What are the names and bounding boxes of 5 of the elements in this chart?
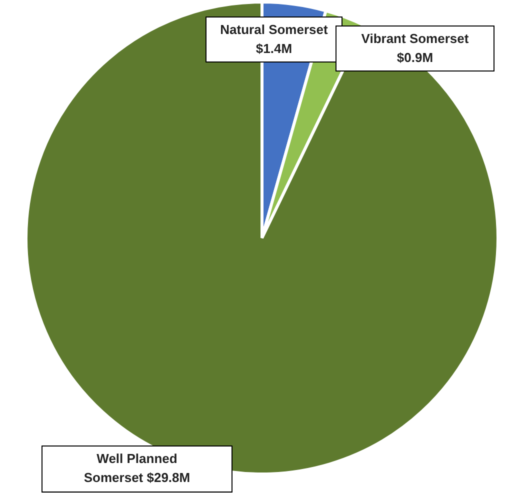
data-label: $1.4M (256, 41, 292, 56)
data-label: $0.9M (396, 50, 434, 65)
slice-label: Natural Somerset (220, 22, 328, 37)
slice-label: Well Planned Somerset $29.8M (84, 451, 190, 485)
slice-label: Vibrant Somerset (361, 31, 470, 46)
